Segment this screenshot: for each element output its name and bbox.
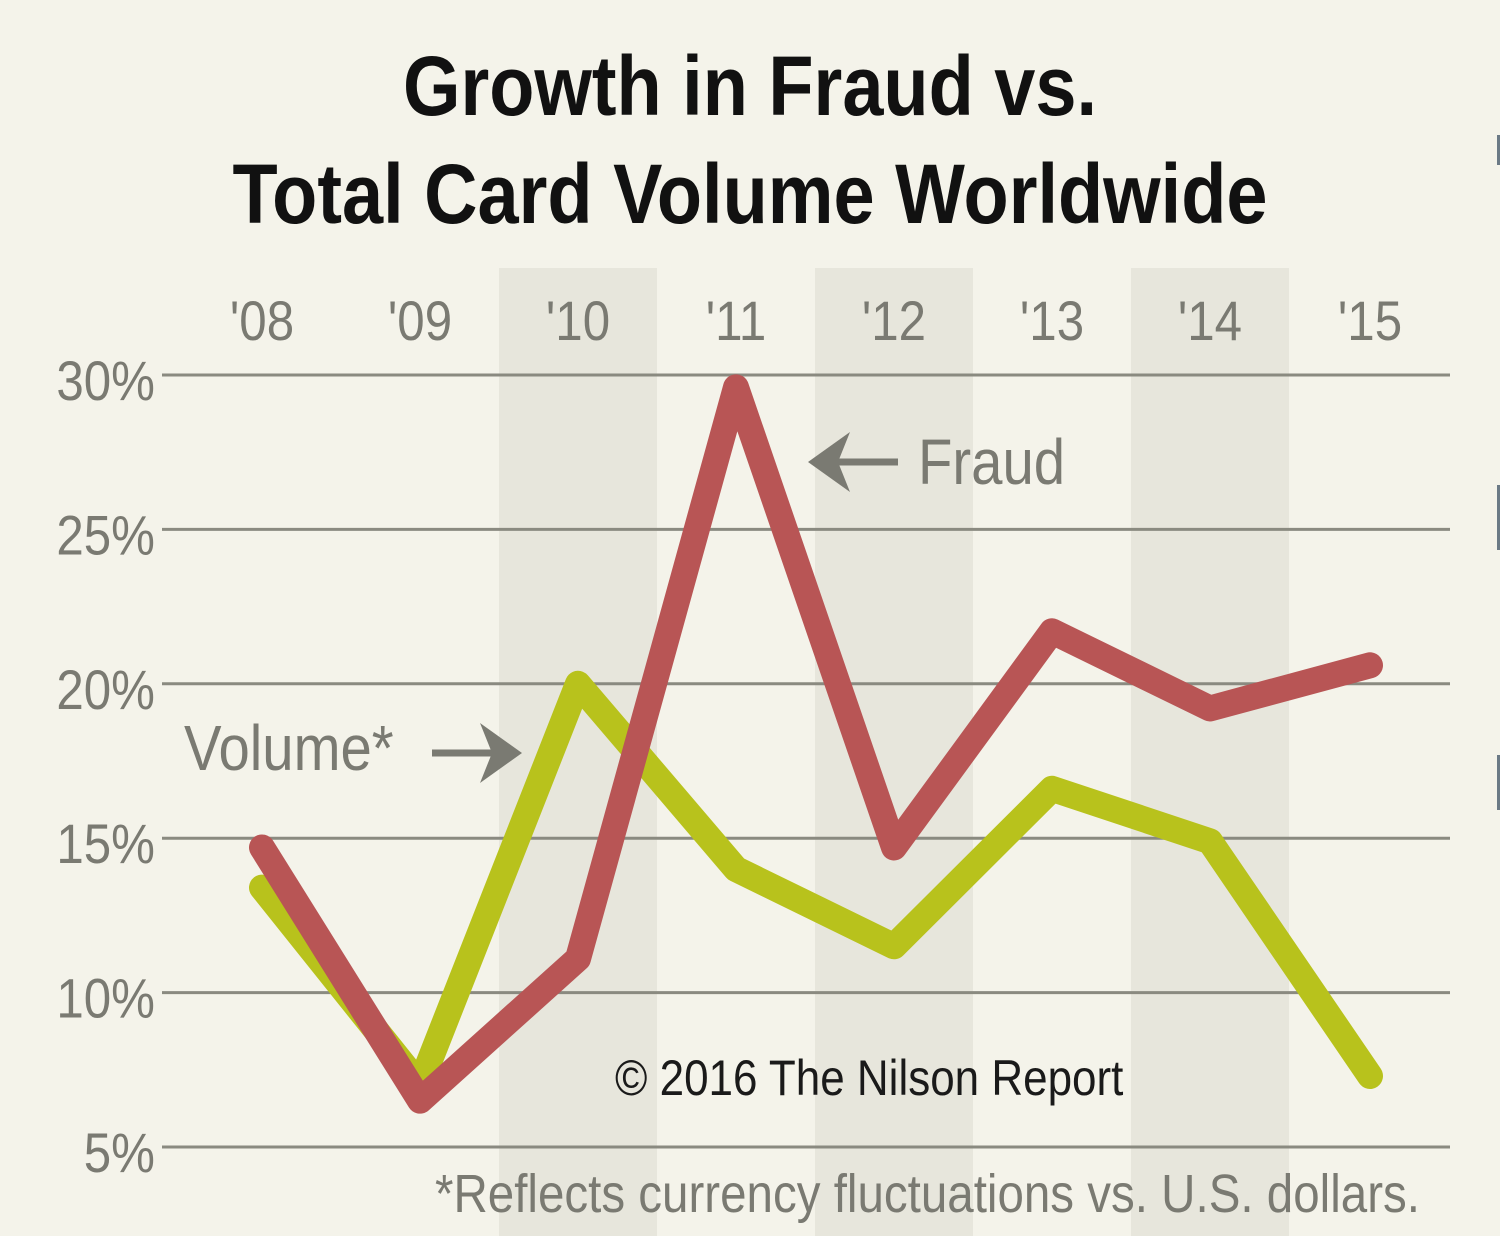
edge-mark <box>1497 755 1500 810</box>
column-band <box>1131 268 1289 1236</box>
y-tick-label: 10% <box>56 968 155 1031</box>
volume-series-line <box>249 670 1383 1099</box>
x-tick-label: '15 <box>1338 290 1402 353</box>
y-tick-label: 20% <box>56 659 155 722</box>
x-tick-label: '13 <box>1020 290 1084 353</box>
chart-title-line-2: Total Card Volume Worldwide <box>232 147 1268 241</box>
x-tick-label: '09 <box>388 290 452 353</box>
fraud-label: Fraud <box>918 426 1065 498</box>
copyright-note: © 2016 The Nilson Report <box>615 1049 1123 1105</box>
edge-mark <box>1497 135 1500 165</box>
x-tick-label: '08 <box>230 290 294 353</box>
y-tick-label: 25% <box>56 505 155 568</box>
left-arrow-icon <box>808 432 850 492</box>
column-band <box>815 268 973 1236</box>
y-tick-label: 15% <box>56 813 155 876</box>
x-tick-label: '10 <box>546 290 610 353</box>
right-arrow-icon <box>480 723 522 783</box>
fraud-series-line <box>249 374 1383 1114</box>
volume-label: Volume* <box>184 712 394 784</box>
edge-mark <box>1497 485 1500 550</box>
y-tick-label: 30% <box>56 350 155 413</box>
footnote: *Reflects currency fluctuations vs. U.S.… <box>435 1163 1420 1224</box>
y-tick-label: 5% <box>84 1122 155 1185</box>
x-tick-label: '11 <box>706 290 767 353</box>
x-tick-label: '12 <box>862 290 926 353</box>
x-tick-label: '14 <box>1178 290 1242 353</box>
chart-title-line-1: Growth in Fraud vs. <box>402 39 1098 133</box>
